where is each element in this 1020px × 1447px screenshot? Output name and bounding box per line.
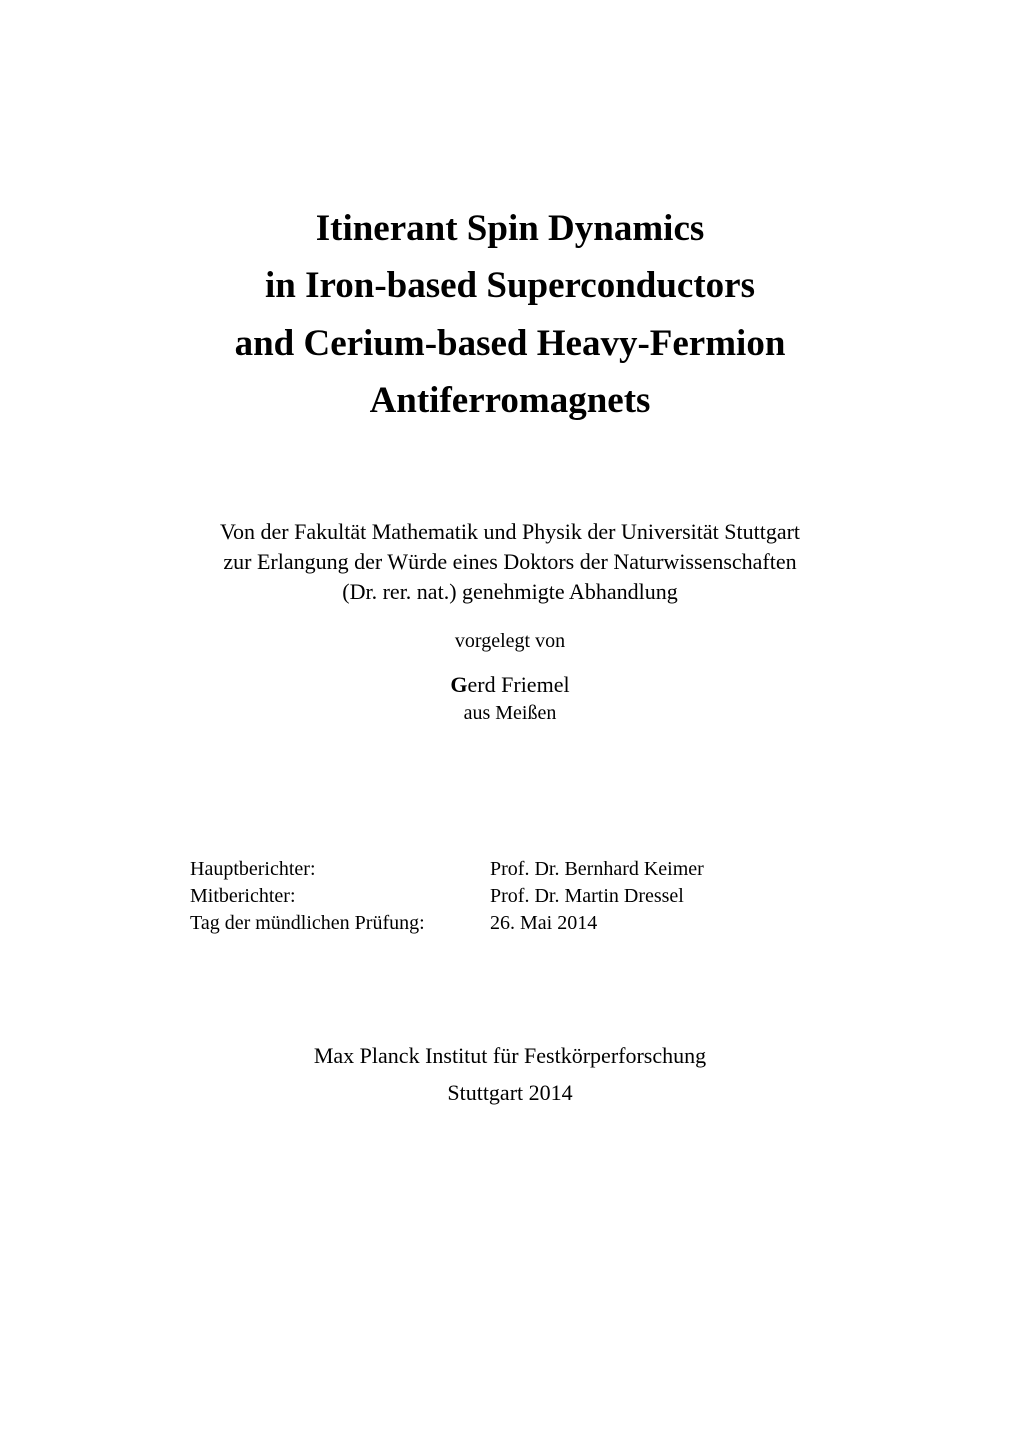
institute-name: Max Planck Institut für Festkörperforsch… bbox=[110, 1037, 910, 1074]
committee-table: Hauptberichter: Prof. Dr. Bernhard Keime… bbox=[190, 856, 830, 937]
degree-statement: Von der Fakultät Mathematik und Physik d… bbox=[110, 517, 910, 606]
institute-city-year: Stuttgart 2014 bbox=[110, 1074, 910, 1111]
author-rest: erd Friemel bbox=[468, 672, 570, 697]
committee-label-mitberichter: Mitberichter: bbox=[190, 883, 490, 910]
author-block: Gerd Friemel aus Meißen bbox=[110, 671, 910, 726]
committee-row: Hauptberichter: Prof. Dr. Bernhard Keime… bbox=[190, 856, 830, 883]
presented-by-label: vorgelegt von bbox=[110, 630, 910, 653]
author-origin: aus Meißen bbox=[110, 700, 910, 726]
committee-value-hauptberichter: Prof. Dr. Bernhard Keimer bbox=[490, 856, 830, 883]
author-initial: G bbox=[450, 672, 467, 697]
institute-block: Max Planck Institut für Festkörperforsch… bbox=[110, 1037, 910, 1112]
degree-line-1: Von der Fakultät Mathematik und Physik d… bbox=[110, 517, 910, 547]
dissertation-title: Itinerant Spin Dynamics in Iron-based Su… bbox=[110, 200, 910, 429]
title-page: Itinerant Spin Dynamics in Iron-based Su… bbox=[0, 0, 1020, 1447]
title-line-4: Antiferromagnets bbox=[110, 372, 910, 429]
degree-line-3: (Dr. rer. nat.) genehmigte Abhandlung bbox=[110, 577, 910, 607]
committee-label-pruefung: Tag der mündlichen Prüfung: bbox=[190, 910, 490, 937]
committee-row: Tag der mündlichen Prüfung: 26. Mai 2014 bbox=[190, 910, 830, 937]
committee-row: Mitberichter: Prof. Dr. Martin Dressel bbox=[190, 883, 830, 910]
title-line-3: and Cerium-based Heavy-Fermion bbox=[110, 315, 910, 372]
title-line-2: in Iron-based Superconductors bbox=[110, 257, 910, 314]
committee-value-mitberichter: Prof. Dr. Martin Dressel bbox=[490, 883, 830, 910]
committee-value-pruefung: 26. Mai 2014 bbox=[490, 910, 830, 937]
degree-line-2: zur Erlangung der Würde eines Doktors de… bbox=[110, 547, 910, 577]
author-name: Gerd Friemel bbox=[110, 671, 910, 700]
title-line-1: Itinerant Spin Dynamics bbox=[110, 200, 910, 257]
committee-label-hauptberichter: Hauptberichter: bbox=[190, 856, 490, 883]
